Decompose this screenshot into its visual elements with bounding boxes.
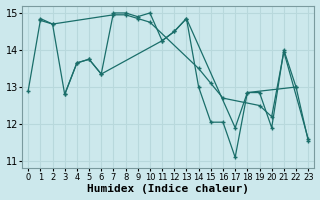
X-axis label: Humidex (Indice chaleur): Humidex (Indice chaleur) xyxy=(87,184,249,194)
